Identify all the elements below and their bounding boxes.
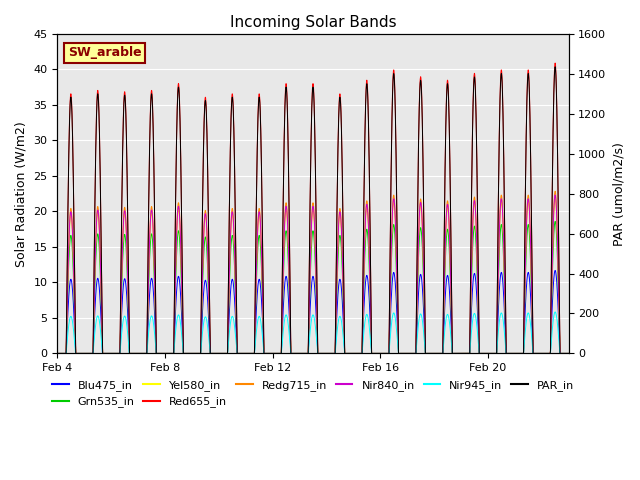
Title: Incoming Solar Bands: Incoming Solar Bands [230,15,396,30]
Y-axis label: PAR (umol/m2/s): PAR (umol/m2/s) [612,142,625,246]
Legend: Blu475_in, Grn535_in, Yel580_in, Red655_in, Redg715_in, Nir840_in, Nir945_in, PA: Blu475_in, Grn535_in, Yel580_in, Red655_… [47,375,579,412]
Text: SW_arable: SW_arable [68,46,141,60]
Y-axis label: Solar Radiation (W/m2): Solar Radiation (W/m2) [15,121,28,266]
